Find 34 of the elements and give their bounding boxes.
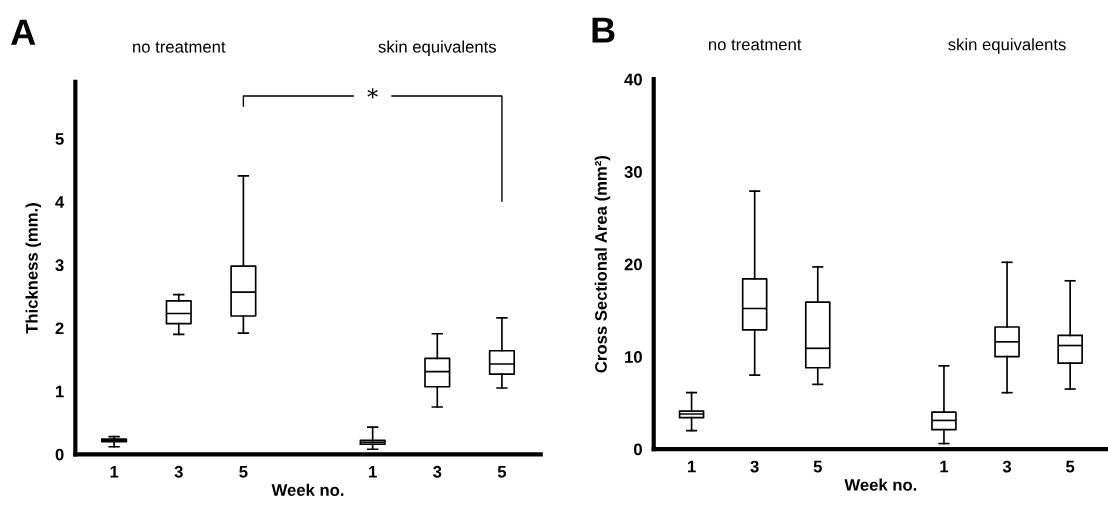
y-tick-label: 4: [55, 196, 65, 208]
x-axis-title: Week no.: [844, 478, 917, 491]
x-tick-label: 1: [369, 466, 377, 478]
y-tick-label: 10: [625, 351, 642, 363]
chart-title: B: [592, 17, 615, 43]
x-tick-label: 3: [174, 465, 183, 478]
y-tick-label: 40: [624, 73, 642, 86]
x-tick-label: 5: [813, 460, 822, 473]
x-tick-label: 5: [239, 466, 248, 478]
x-tick-label: 5: [497, 466, 507, 478]
text: skin equivalents: [948, 38, 1066, 54]
x-tick-label: 1: [940, 460, 949, 473]
x-tick-label: 1: [687, 460, 696, 473]
y-tick-label: 0: [55, 448, 64, 461]
y-axis-title: Thickness (mm.): [25, 203, 42, 334]
x-tick-label: 5: [1066, 460, 1075, 473]
annotation: *: [367, 88, 378, 99]
x-tick-label: 1: [110, 466, 119, 478]
y-tick-label: 5: [55, 133, 64, 145]
y-tick-label: 30: [624, 166, 642, 178]
y-tick-label: 3: [55, 259, 64, 272]
y-tick-label: 1: [56, 385, 64, 398]
x-tick-label: 3: [1002, 460, 1012, 473]
chart-title: A: [11, 19, 36, 45]
y-tick-label: 0: [634, 443, 642, 456]
text: no treatment: [133, 41, 226, 53]
x-tick-label: 3: [433, 465, 442, 478]
x-tick-label: 3: [750, 460, 759, 473]
y-tick-label: 2: [55, 322, 64, 335]
y-axis-title: Cross Sectional Area (mm²): [594, 155, 611, 373]
text: skin equivalents: [378, 40, 496, 57]
y-tick-label: 20: [624, 258, 642, 271]
text: no treatment: [709, 39, 802, 51]
x-axis-title: Week no.: [271, 483, 344, 496]
